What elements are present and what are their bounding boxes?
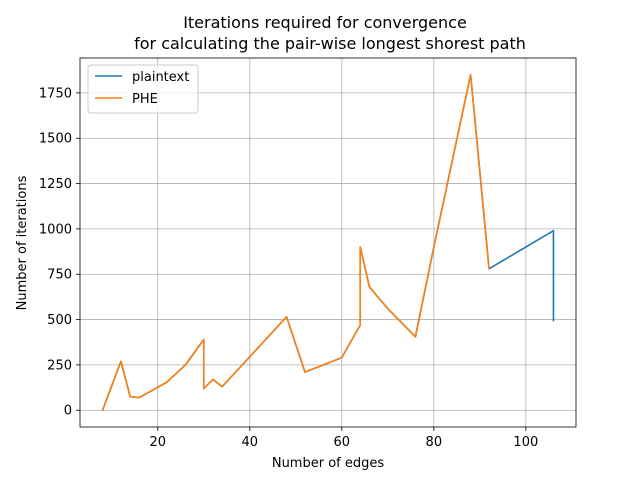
grid xyxy=(80,58,576,427)
y-axis-label: Number of iterations xyxy=(15,175,30,310)
x-axis-label: Number of edges xyxy=(272,456,385,471)
legend-box xyxy=(87,64,199,114)
x-tick-label: 100 xyxy=(513,435,538,450)
series-lines xyxy=(101,73,555,412)
y-tick-label: 500 xyxy=(47,313,72,328)
y-tick-label: 1000 xyxy=(39,222,72,237)
y-tick-label: 750 xyxy=(47,268,72,283)
chart-title-line-1: Iterations required for convergence xyxy=(183,13,467,32)
legend-label-phe: PHE xyxy=(132,92,158,107)
series-line-phe xyxy=(101,73,490,412)
y-tick-label: 0 xyxy=(64,404,72,419)
chart-title-line-2: for calculating the pair-wise longest sh… xyxy=(134,34,526,53)
x-tick-label: 40 xyxy=(242,435,259,450)
y-tick-label: 1750 xyxy=(39,86,72,101)
y-tick-label: 1250 xyxy=(39,177,72,192)
y-tick-label: 1500 xyxy=(39,132,72,147)
plot-frame xyxy=(79,57,577,428)
x-tick-label: 20 xyxy=(149,435,166,450)
legend: plaintext PHE xyxy=(87,64,199,114)
x-tick-label: 60 xyxy=(334,435,351,450)
y-tick-label: 250 xyxy=(47,358,72,373)
legend-label-plaintext: plaintext xyxy=(132,70,189,85)
x-tick-label: 80 xyxy=(426,435,443,450)
